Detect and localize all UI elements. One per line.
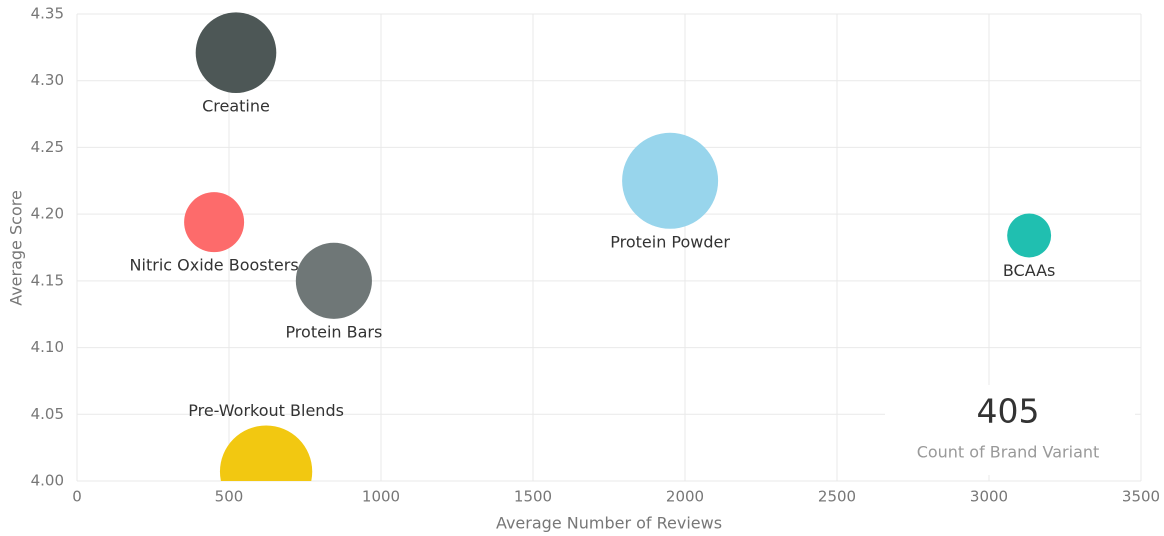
y-tick-label: 4.30 [31,71,64,89]
card-label: Count of Brand Variant [917,443,1100,462]
x-tick-label: 2000 [666,488,704,506]
data-label: BCAAs [1003,261,1056,280]
data-label: Pre-Workout Blends [188,401,344,420]
y-tick-label: 4.35 [31,5,64,23]
bubble [1007,213,1052,258]
bubble [195,12,277,93]
data-label: Nitric Oxide Boosters [130,256,299,275]
y-tick-label: 4.20 [31,205,64,223]
y-axis-title: Average Score [7,190,26,306]
data-label: Protein Powder [610,232,730,251]
bubble [622,132,719,229]
data-label: Creatine [202,96,270,115]
data-label: Protein Bars [285,322,382,341]
x-tick-label: 0 [72,488,82,506]
x-tick-label: 3500 [1122,488,1160,506]
x-tick-label: 2500 [818,488,856,506]
x-tick-label: 1500 [514,488,552,506]
y-tick-label: 4.15 [31,271,64,289]
x-tick-label: 500 [215,488,244,506]
card-value: 405 [977,392,1040,431]
y-tick-label: 4.25 [31,138,64,156]
data-labels: Creatine Protein Powder Nitric Oxide Boost… [130,96,1056,420]
y-tick-label: 4.05 [31,405,64,423]
x-tick-label: 1000 [362,488,400,506]
bubble [295,242,372,319]
card-background [885,385,1135,475]
x-tick-label: 3000 [970,488,1008,506]
bubbles [184,12,1052,481]
y-tick-label: 4.10 [31,338,64,356]
x-axis-title: Average Number of Reviews [496,514,722,533]
bubble [219,425,313,481]
bubble [184,192,245,253]
y-tick-label: 4.00 [31,472,64,490]
